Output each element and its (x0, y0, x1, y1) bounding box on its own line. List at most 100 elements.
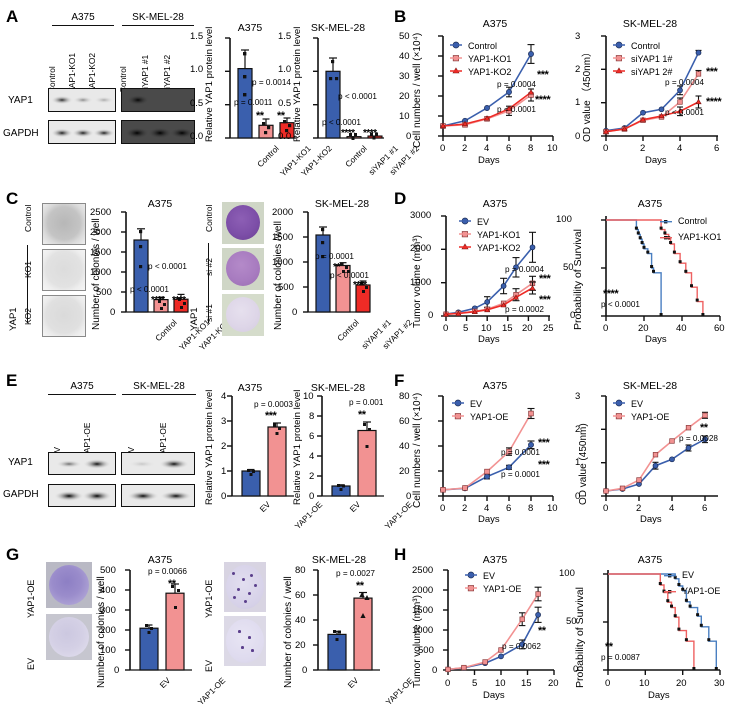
x-tick: 15 (502, 323, 513, 334)
panelD-left-plot (441, 215, 550, 321)
y-tick: 500 (278, 282, 294, 293)
colony-well-image (42, 249, 86, 291)
panelC-right-plot (303, 211, 371, 313)
panel-letter-h: H (394, 545, 407, 564)
y-tick: 40 (399, 51, 410, 62)
blot-panel-yap1-a375 (48, 88, 116, 112)
p-value: p < 0.0001 (601, 300, 640, 309)
y-tick: 20 (399, 466, 410, 477)
y-tick: 400 (100, 585, 116, 596)
y-tick: 0 (221, 491, 227, 502)
panelD-right-plot (601, 216, 721, 321)
x-tick: 4 (669, 503, 675, 514)
p-value: p = 0.0004 (505, 265, 544, 274)
panelG-right-plot (313, 569, 380, 671)
x-tick: 60 (714, 323, 725, 334)
image-row-label: EV (26, 657, 36, 670)
y-tick: 50 (566, 616, 577, 627)
chart-title: SK-MEL-28 (622, 18, 678, 30)
p-value: p < 0.0001 (330, 271, 369, 280)
panel-letter-d: D (394, 189, 407, 208)
chart-title: SK-MEL-28 (622, 380, 678, 392)
y-tick: 10 (399, 111, 410, 122)
chart-title: A375 (482, 554, 508, 566)
y-tick: 2000 (90, 227, 112, 238)
y-tick: 1 (221, 466, 227, 477)
y-tick: 0 (575, 491, 581, 502)
image-group-label-yap1: YAP1 (189, 307, 200, 331)
y-tick: 1.5 (278, 31, 292, 42)
y-tick: 1.5 (190, 31, 204, 42)
y-tick: 0 (406, 131, 412, 142)
y-tick: 1000 (410, 277, 432, 288)
panel-letter-c: C (6, 189, 19, 208)
x-tick: 10 (495, 678, 506, 689)
colony-well-image (224, 616, 266, 666)
p-value: p < 0.0001 (338, 92, 377, 101)
x-tick: 20 (522, 323, 533, 334)
y-tick: 60 (399, 416, 410, 427)
x-tick: 2 (462, 143, 468, 154)
x-tick: 10 (481, 323, 492, 334)
colony-well-image (224, 562, 266, 612)
blot-panel-gapdh-skmel (121, 120, 195, 144)
panel-letter-f: F (394, 371, 405, 390)
x-tick: 4 (484, 143, 490, 154)
x-tick: 0 (443, 323, 449, 334)
legend-item-label: YAP1-KO2 (477, 243, 521, 253)
y-tick: 1 (575, 97, 581, 108)
image-group-rule (208, 243, 210, 323)
image-row-label: Control (23, 204, 33, 232)
colony-well-image (42, 203, 86, 245)
chart-title: A375 (147, 198, 173, 210)
y-tick: 500 (418, 645, 434, 656)
panelB-left-plot (438, 35, 554, 141)
significance-stars: *** (539, 294, 551, 306)
significance-stars: *** (538, 437, 550, 449)
colony-well-image (46, 562, 92, 608)
colony-well-image (222, 294, 264, 336)
legend-item-label: Control (468, 41, 498, 51)
legend-item-label: siYAP1 1# (631, 54, 673, 64)
chart-title: SK-MEL-28 (311, 554, 367, 566)
panel-letter-e: E (6, 371, 18, 390)
y-tick: 50 (399, 31, 410, 42)
legend-item-label: YAP1-OE (470, 412, 509, 422)
legend-item-label: EV (682, 570, 695, 580)
blot-group-rule-skmel (122, 394, 196, 396)
x-tick: 20 (676, 678, 687, 689)
blot-lane-label: YAP1-KO1 (67, 53, 77, 93)
y-tick: 1 (575, 457, 581, 468)
x-tick: 10 (547, 143, 558, 154)
legend-item-label: YAP1-OE (682, 586, 721, 596)
y-tick: 0.0 (278, 131, 292, 142)
blot-panel-yap1-skmel (121, 452, 195, 475)
y-tick: 0 (570, 310, 576, 321)
x-axis-label: Days (648, 690, 670, 701)
panelH-left-plot (443, 569, 555, 675)
legend-item-label: EV (470, 399, 483, 409)
x-axis-label: Days (478, 155, 500, 166)
y-tick: 2000 (412, 585, 434, 596)
x-tick: 6 (506, 503, 512, 514)
blot-group-rule-skmel (122, 25, 194, 27)
p-value: p = 0.0001 (315, 252, 354, 261)
panel-letter-g: G (6, 545, 20, 564)
x-tick: 20 (548, 678, 559, 689)
p-value: p = 0.0062 (502, 642, 541, 651)
x-tick: 5 (463, 323, 469, 334)
y-tick: 100 (100, 645, 116, 656)
y-tick: 30 (399, 71, 410, 82)
x-tick: 0 (603, 503, 609, 514)
p-value: p = 0.0066 (148, 567, 187, 576)
y-tick: 0 (292, 307, 298, 318)
x-tick: 6 (714, 143, 720, 154)
legend-item-label: siYAP1 2# (631, 67, 673, 77)
blot-panel-gapdh-a375 (48, 120, 116, 144)
significance-stars: ** (538, 625, 546, 637)
y-tick: 20 (399, 91, 410, 102)
panelH-survival-legend-marks (664, 574, 676, 594)
panel-letter-b: B (394, 7, 407, 26)
blot-row-label-yap1: YAP1 (8, 457, 33, 468)
